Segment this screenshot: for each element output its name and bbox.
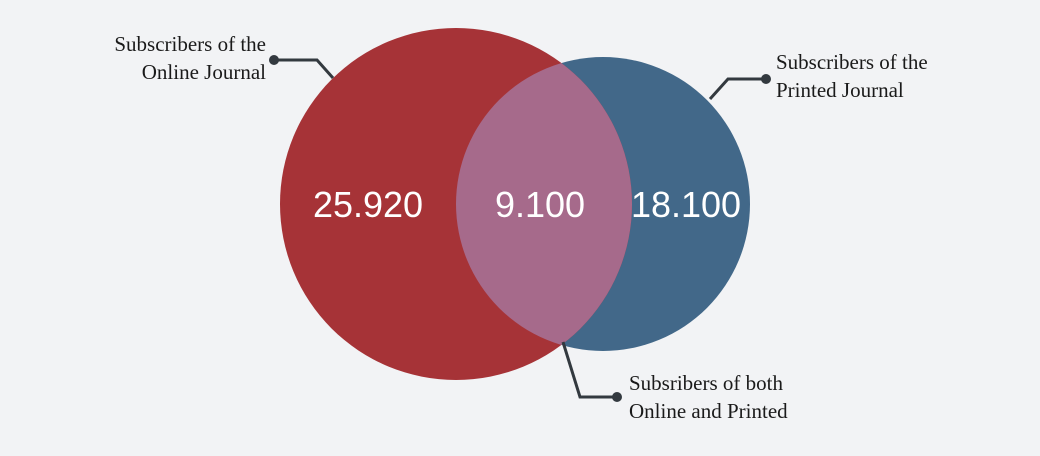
callout-line: Printed Journal xyxy=(776,78,904,102)
both-leader-line xyxy=(561,341,622,402)
printed-only-value: 18.100 xyxy=(631,184,741,225)
overlap-value: 9.100 xyxy=(495,184,585,225)
callout-line: Online and Printed xyxy=(629,399,788,423)
overlap-region xyxy=(456,57,632,351)
both-callout: Subsribers of both Online and Printed xyxy=(629,369,788,425)
printed-leader-line xyxy=(708,74,771,101)
online-leader-line xyxy=(269,55,335,79)
callout-line: Online Journal xyxy=(141,60,266,84)
callout-line: Subsribers of both xyxy=(629,371,783,395)
callout-line: Subscribers of the xyxy=(776,50,928,74)
printed-journal-callout: Subscribers of the Printed Journal xyxy=(776,48,928,104)
callout-line: Subscribers of the xyxy=(114,32,266,56)
online-only-value: 25.920 xyxy=(313,184,423,225)
online-journal-callout: Subscribers of the Online Journal xyxy=(114,30,266,86)
